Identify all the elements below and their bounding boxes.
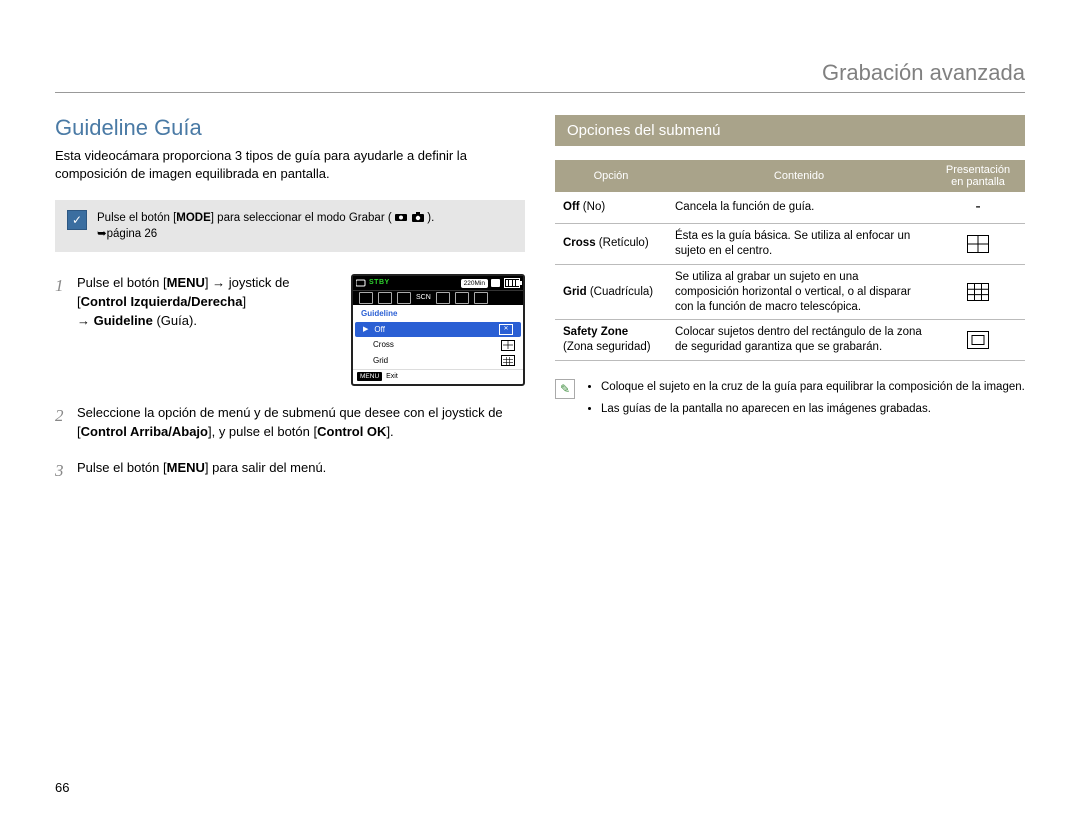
menu-label: Cross — [373, 339, 394, 351]
safety-zone-display-icon — [931, 320, 1025, 361]
battery-icon — [504, 278, 520, 288]
step-2-text: Seleccione la opción de menú y de submen… — [55, 404, 525, 442]
th-option: Opción — [555, 160, 667, 192]
cross-icon — [501, 340, 515, 351]
check-icon: ✓ — [67, 210, 87, 230]
menu-item-grid[interactable]: Grid — [353, 353, 523, 369]
icon-strip: SCN — [353, 290, 523, 305]
table-row: Cross (Retículo) Ésta es la guía básica.… — [555, 223, 1025, 264]
intro-text: Esta videocámara proporciona 3 tipos de … — [55, 147, 525, 182]
menu-label: Off — [374, 324, 385, 336]
step-1-text: Pulse el botón [MENU] → joystick de [Con… — [77, 274, 337, 331]
table-row: Off (No) Cancela la función de guía. - — [555, 192, 1025, 223]
grid-icon — [501, 355, 515, 366]
table-row: Safety Zone(Zona seguridad) Colocar suje… — [555, 320, 1025, 361]
table-row: Grid (Cuadrícula) Se utiliza al grabar u… — [555, 264, 1025, 320]
menu-item-cross[interactable]: Cross — [353, 337, 523, 353]
stby-label: STBY — [369, 278, 390, 288]
section-title: Guideline Guía — [55, 115, 525, 141]
step-3-text: Pulse el botón [MENU] para salir del men… — [55, 459, 525, 478]
menu-title: Guideline — [353, 308, 523, 322]
menu-item-off[interactable]: ▶ Off ✕ — [355, 322, 521, 338]
page-number: 66 — [55, 780, 69, 795]
time-remaining: 220Min — [461, 279, 488, 288]
card-icon — [491, 279, 501, 287]
footnote-1: Coloque el sujeto en la cruz de la guía … — [601, 379, 1025, 395]
selector-icon: ▶ — [363, 325, 368, 335]
cross-display-icon — [931, 223, 1025, 264]
note-icon: ✎ — [555, 379, 575, 399]
mode-note-text: Pulse el botón [MODE] para seleccionar e… — [97, 210, 434, 242]
submenu-heading: Opciones del submenú — [555, 115, 1025, 146]
menu-label: Grid — [373, 355, 388, 367]
mode-note: ✓ Pulse el botón [MODE] para seleccionar… — [55, 200, 525, 252]
footnotes: ✎ Coloque el sujeto en la cruz de la guí… — [555, 379, 1025, 423]
menu-footer: MENU Exit — [353, 369, 523, 384]
th-content: Contenido — [667, 160, 931, 192]
th-display: Presentaciónen pantalla — [931, 160, 1025, 192]
mode-icon — [356, 279, 366, 287]
off-icon: ✕ — [499, 324, 513, 335]
footnote-2: Las guías de la pantalla no aparecen en … — [601, 401, 1025, 417]
off-display-icon: - — [931, 192, 1025, 223]
options-table: Opción Contenido Presentaciónen pantalla… — [555, 160, 1025, 361]
grid-display-icon — [931, 264, 1025, 320]
chapter-title: Grabación avanzada — [55, 60, 1025, 93]
camera-screen: STBY 220Min SCN — [351, 274, 525, 386]
